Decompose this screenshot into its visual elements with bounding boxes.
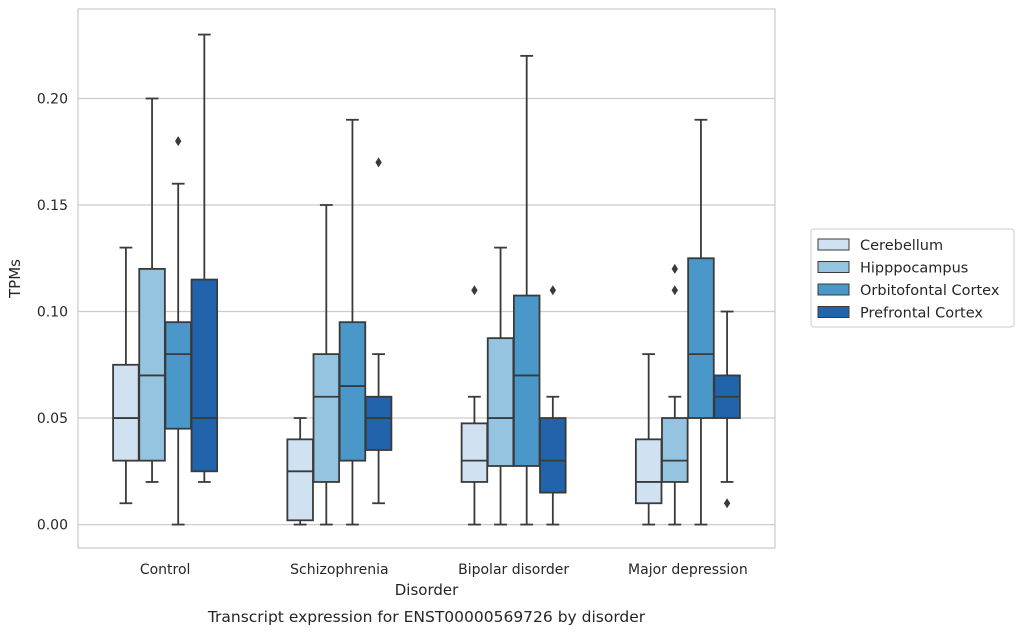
box-3-2 xyxy=(539,285,567,526)
x-tick-label: Major depression xyxy=(628,562,748,578)
box-1-1 xyxy=(312,204,341,526)
box-iqr xyxy=(661,417,689,483)
legend-swatch xyxy=(817,283,850,296)
x-tick-labels: Control Schizophrenia Bipolar disorder Majo… xyxy=(140,562,748,578)
box-2-0 xyxy=(164,136,192,526)
legend-label: Cerebellum xyxy=(860,238,943,254)
box-iqr xyxy=(286,438,314,522)
box-iqr xyxy=(312,353,341,483)
box-0-1 xyxy=(286,417,314,526)
legend-label: Prefrontal Cortex xyxy=(860,306,983,322)
box-1-2 xyxy=(486,246,515,526)
legend-swatch xyxy=(817,261,850,273)
legend-frame xyxy=(810,228,1015,328)
x-tick-label: Schizophrenia xyxy=(290,562,388,578)
box-series xyxy=(112,33,741,526)
box-iqr xyxy=(460,422,489,483)
box-iqr xyxy=(190,278,219,473)
legend-label: Orbitofontal Cortex xyxy=(860,283,1000,299)
y-tick-label: 0.20 xyxy=(37,91,68,107)
box-iqr xyxy=(164,321,192,430)
box-iqr xyxy=(138,268,166,462)
box-0-2 xyxy=(460,285,489,526)
box-0-0 xyxy=(112,246,140,505)
y-tick-label: 0.15 xyxy=(37,198,68,214)
legend: Cerebellum Hipppocampus Orbitofontal Corte… xyxy=(810,228,1015,328)
box-1-3 xyxy=(661,263,689,526)
outlier-marker xyxy=(471,285,478,296)
box-iqr xyxy=(539,417,567,494)
box-3-0 xyxy=(190,33,219,483)
legend-swatch xyxy=(817,238,850,251)
box-iqr xyxy=(112,363,140,462)
chart-caption: Transcript expression for ENST0000056972… xyxy=(207,608,646,626)
x-tick-label: Control xyxy=(140,562,191,578)
outlier-marker xyxy=(174,136,182,147)
x-tick-label: Bipolar disorder xyxy=(458,562,569,578)
box-0-3 xyxy=(634,353,663,526)
outlier-marker xyxy=(549,285,557,296)
x-axis-label: Disorder xyxy=(395,581,459,599)
box-iqr xyxy=(364,395,393,451)
box-2-1 xyxy=(338,118,367,526)
box-1-0 xyxy=(138,97,166,483)
legend-label: Hipppocampus xyxy=(860,261,968,277)
y-tick-label: 0.10 xyxy=(37,305,68,321)
outlier-marker xyxy=(375,157,382,168)
box-iqr xyxy=(687,257,715,419)
box-iqr xyxy=(634,438,663,505)
y-tick-labels: 0.00 0.05 0.10 0.15 0.20 xyxy=(37,91,68,533)
y-tick-label: 0.05 xyxy=(37,411,68,427)
box-3-1 xyxy=(364,157,393,505)
box-iqr xyxy=(486,337,515,467)
outlier-marker xyxy=(671,285,679,296)
legend-swatch xyxy=(817,306,850,318)
outlier-marker xyxy=(671,263,679,274)
box-iqr xyxy=(338,321,367,462)
box-2-2 xyxy=(512,54,541,526)
outlier-marker xyxy=(723,498,731,509)
box-2-3 xyxy=(687,118,715,526)
y-tick-label: 0.00 xyxy=(37,518,68,534)
box-3-3 xyxy=(713,310,741,509)
y-axis-label: TPMs xyxy=(6,259,24,299)
plot-frame xyxy=(77,8,776,549)
box-iqr xyxy=(512,294,541,467)
